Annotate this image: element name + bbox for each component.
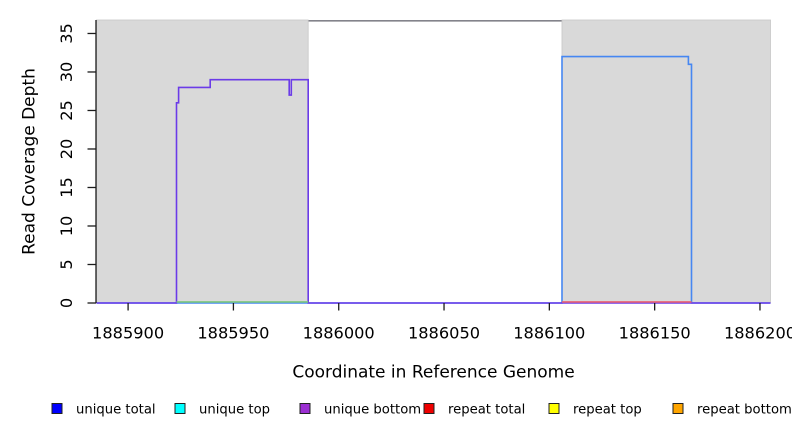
legend-label-unique-total: unique total xyxy=(76,403,156,418)
legend-swatch-repeat-total xyxy=(423,403,435,414)
y-tick-label: 30 xyxy=(57,62,76,83)
legend-swatch-repeat-top xyxy=(548,403,560,414)
legend-swatch-unique-top xyxy=(174,403,186,414)
legend-swatch-repeat-bottom xyxy=(672,403,684,414)
legend-swatch-unique-total xyxy=(51,403,63,414)
shaded-regions-group xyxy=(96,19,771,304)
x-tick-label: 1885950 xyxy=(197,324,269,343)
y-tick-label: 15 xyxy=(57,177,76,198)
x-tick-label: 1886100 xyxy=(513,324,585,343)
y-tick-label: 0 xyxy=(57,298,76,308)
y-tick-label: 35 xyxy=(57,23,76,44)
x-tick-label: 1885900 xyxy=(92,324,164,343)
legend-label-unique-top: unique top xyxy=(199,403,270,418)
series-lines-group xyxy=(96,55,771,304)
y-axis-title: Read Coverage Depth xyxy=(19,68,39,255)
y-tick-label: 5 xyxy=(57,259,76,269)
legend-label-repeat-bottom: repeat bottom xyxy=(697,403,792,418)
x-axis-title: Coordinate in Reference Genome xyxy=(292,363,574,383)
left-shaded-region xyxy=(96,19,309,304)
legend-label-repeat-total: repeat total xyxy=(448,403,525,418)
x-tick-label: 1886050 xyxy=(408,324,480,343)
legend-label-unique-bottom: unique bottom xyxy=(324,403,421,418)
x-tick-label: 1886150 xyxy=(619,324,691,343)
y-tick-label: 25 xyxy=(57,100,76,121)
right-shaded-region xyxy=(561,19,771,304)
series-line-unique-bottom xyxy=(96,78,771,304)
x-tick-label: 1886200 xyxy=(724,324,792,343)
legend-swatch-unique-bottom xyxy=(299,403,311,414)
y-tick-label: 20 xyxy=(57,139,76,160)
x-tick-label: 1886000 xyxy=(303,324,375,343)
legend-group: unique total unique top unique bottom repea… xyxy=(51,403,792,418)
series-line-unique-total xyxy=(96,55,771,304)
legend-label-repeat-top: repeat top xyxy=(573,403,642,418)
axes-group: 0 5 10 15 20 25 30 35 1885900 1885950 1886000 18860… xyxy=(57,20,792,343)
y-tick-label: 10 xyxy=(57,216,76,237)
